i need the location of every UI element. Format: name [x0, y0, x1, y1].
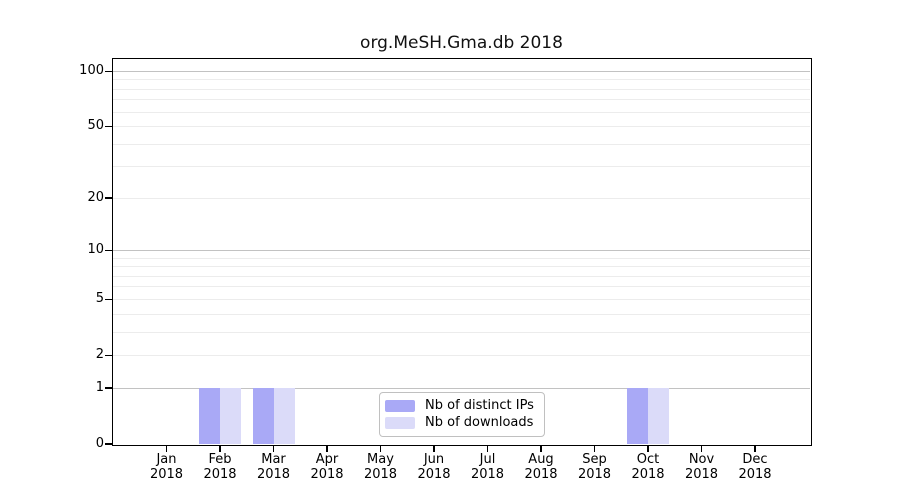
x-tick-mark	[647, 445, 649, 452]
y-tick-mark	[104, 125, 112, 128]
y-tick-mark	[104, 354, 112, 357]
bar-distinct-ips	[627, 388, 648, 444]
minor-gridline	[113, 99, 810, 101]
plot-area	[111, 57, 812, 446]
legend-label-distinct-ips: Nb of distinct IPs	[425, 398, 534, 413]
bar-downloads	[648, 388, 669, 444]
minor-gridline	[113, 88, 810, 90]
y-tick-label: 1	[95, 380, 104, 396]
x-tick-label: Oct 2018	[631, 452, 665, 482]
minor-gridline	[113, 257, 810, 259]
x-tick-label: Dec 2018	[738, 452, 772, 482]
x-tick-label: May 2018	[363, 452, 398, 482]
x-tick-label: Feb 2018	[203, 452, 237, 482]
x-tick-mark	[326, 445, 328, 452]
x-tick-label: Jun 2018	[417, 452, 451, 482]
legend-swatch-distinct-ips	[385, 400, 415, 412]
minor-gridline	[113, 197, 810, 199]
minor-gridline	[113, 298, 810, 300]
x-tick-mark	[754, 445, 756, 452]
y-tick-label: 10	[87, 242, 104, 258]
bar-downloads	[220, 388, 241, 444]
y-tick-mark	[104, 70, 112, 73]
x-tick-mark	[433, 445, 435, 452]
y-tick-mark	[104, 298, 112, 301]
minor-gridline	[113, 266, 810, 268]
x-tick-label: Apr 2018	[310, 452, 344, 482]
legend-label-downloads: Nb of downloads	[425, 415, 534, 430]
legend-entry-downloads: Nb of downloads	[385, 415, 538, 431]
y-tick-mark	[104, 443, 112, 445]
y-tick-label: 0	[95, 436, 104, 451]
x-tick-mark	[593, 445, 596, 452]
x-tick-mark	[165, 445, 168, 452]
chart-title: org.MeSH.Gma.db 2018	[360, 33, 563, 53]
y-tick-label: 50	[87, 118, 104, 134]
minor-gridline	[113, 79, 810, 81]
x-tick-mark	[272, 445, 275, 452]
major-gridline	[113, 387, 810, 389]
minor-gridline	[113, 354, 810, 356]
x-tick-label: Aug 2018	[524, 452, 558, 482]
x-tick-mark	[219, 445, 221, 452]
x-tick-label: Nov 2018	[684, 452, 719, 482]
legend-entry-distinct-ips: Nb of distinct IPs	[385, 398, 538, 414]
x-tick-label: Jul 2018	[470, 452, 505, 482]
minor-gridline	[113, 275, 810, 277]
x-tick-mark	[700, 445, 703, 452]
minor-gridline	[113, 166, 810, 168]
bar-distinct-ips	[199, 388, 220, 444]
minor-gridline	[113, 313, 810, 315]
major-gridline	[113, 70, 810, 72]
y-tick-mark	[104, 387, 112, 389]
x-tick-label: Jan 2018	[149, 452, 184, 482]
bar-downloads	[273, 388, 295, 444]
minor-gridline	[113, 125, 810, 127]
y-tick-label: 20	[87, 190, 104, 206]
y-tick-label: 5	[95, 291, 104, 307]
x-tick-label: Mar 2018	[256, 452, 291, 482]
minor-gridline	[113, 143, 810, 145]
x-tick-label: Sep 2018	[577, 452, 612, 482]
y-tick-mark	[104, 249, 112, 252]
x-tick-mark	[540, 445, 542, 452]
y-tick-mark	[104, 197, 112, 199]
bar-distinct-ips	[252, 388, 274, 444]
y-tick-label: 2	[95, 347, 104, 363]
minor-gridline	[113, 111, 810, 113]
x-tick-mark	[486, 445, 489, 452]
x-tick-mark	[379, 445, 382, 452]
minor-gridline	[113, 331, 810, 333]
major-gridline	[113, 249, 810, 251]
legend-swatch-downloads	[385, 417, 415, 429]
minor-gridline	[113, 286, 810, 288]
y-tick-label: 100	[79, 63, 104, 79]
legend: Nb of distinct IPs Nb of downloads	[379, 392, 545, 437]
